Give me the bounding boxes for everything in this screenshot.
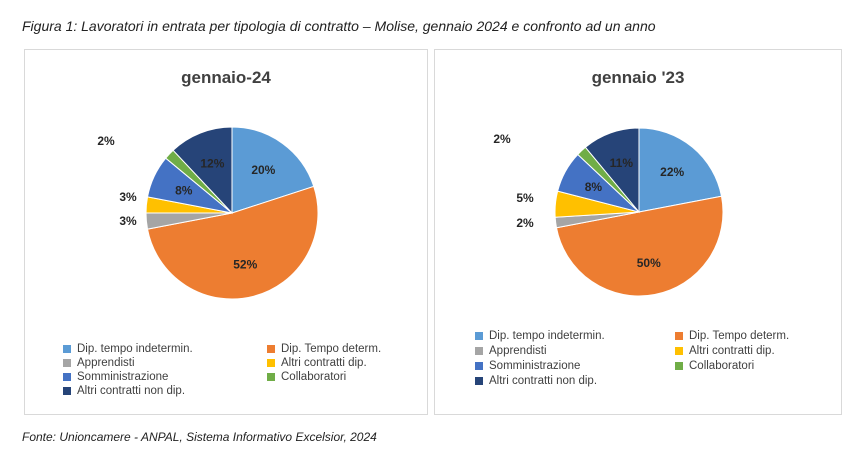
legend-swatch bbox=[267, 359, 275, 367]
slice-data-label: 2% bbox=[516, 216, 534, 230]
pie-slice bbox=[146, 185, 319, 300]
legend-label: Apprendisti bbox=[489, 345, 547, 357]
slice-data-label: 12% bbox=[200, 156, 224, 170]
legend-item: Somministrazione bbox=[475, 360, 663, 372]
slice-data-label: 5% bbox=[516, 191, 534, 205]
legend-swatch bbox=[63, 359, 71, 367]
chart-legend: Dip. tempo indetermin. Dip. Tempo determ.… bbox=[475, 330, 835, 387]
legend-label: Apprendisti bbox=[77, 357, 135, 369]
legend-item: Collaboratori bbox=[675, 360, 835, 372]
figure-caption: Figura 1: Lavoratori in entrata per tipo… bbox=[22, 18, 656, 34]
legend-item: Altri contratti dip. bbox=[267, 357, 427, 369]
legend-item: Somministrazione bbox=[63, 371, 255, 383]
legend-swatch bbox=[475, 377, 483, 385]
pie-slice bbox=[231, 126, 315, 214]
slice-data-label: 50% bbox=[637, 256, 661, 270]
legend-item: Dip. tempo indetermin. bbox=[63, 343, 255, 355]
pie-chart-panel-jan-2024: gennaio-24 20% 52% 3% 3% 8% 2% 12% Dip. tempo … bbox=[24, 49, 428, 415]
slice-data-label: 8% bbox=[585, 180, 603, 194]
chart-legend: Dip. tempo indetermin. Dip. Tempo determ.… bbox=[63, 343, 427, 397]
legend-label: Dip. tempo indetermin. bbox=[489, 330, 605, 342]
legend-label: Altri contratti dip. bbox=[281, 357, 367, 369]
legend-label: Dip. Tempo determ. bbox=[689, 330, 790, 342]
pie-slice bbox=[584, 127, 640, 214]
legend-swatch bbox=[267, 373, 275, 381]
slice-data-label: 22% bbox=[660, 165, 684, 179]
pie-slice bbox=[172, 126, 233, 215]
pie-chart-svg: 22% 50% 2% 5% 8% 2% 11% bbox=[493, 127, 724, 297]
legend-swatch bbox=[267, 345, 275, 353]
chart-title: gennaio-24 bbox=[181, 68, 271, 87]
legend-item: Apprendisti bbox=[63, 357, 255, 369]
slice-data-label: 2% bbox=[493, 132, 511, 146]
legend-swatch bbox=[63, 387, 71, 395]
legend-item: Apprendisti bbox=[475, 345, 663, 357]
legend-swatch bbox=[675, 332, 683, 340]
legend-swatch bbox=[63, 373, 71, 381]
legend-label: Collaboratori bbox=[281, 371, 347, 383]
slice-data-label: 52% bbox=[233, 258, 257, 272]
legend-item: Altri contratti non dip. bbox=[475, 375, 663, 387]
pie-chart-svg: 20% 52% 3% 3% 8% 2% 12% bbox=[97, 126, 319, 300]
legend-label: Collaboratori bbox=[689, 360, 755, 372]
legend-item: Altri contratti non dip. bbox=[63, 385, 255, 397]
legend-label: Altri contratti dip. bbox=[689, 345, 775, 357]
chart-title: gennaio '23 bbox=[591, 68, 685, 87]
source-note: Fonte: Unioncamere - ANPAL, Sistema Info… bbox=[22, 430, 377, 444]
slice-data-label: 3% bbox=[119, 214, 137, 228]
legend-label: Dip. Tempo determ. bbox=[281, 343, 382, 355]
legend-label: Altri contratti non dip. bbox=[77, 385, 186, 397]
legend-label: Altri contratti non dip. bbox=[489, 375, 598, 387]
slice-data-label: 11% bbox=[610, 156, 634, 170]
legend-item: Dip. tempo indetermin. bbox=[475, 330, 663, 342]
pie-slice bbox=[555, 195, 724, 297]
legend-label: Somministrazione bbox=[489, 360, 581, 372]
legend-label: Dip. tempo indetermin. bbox=[77, 343, 193, 355]
legend-item: Altri contratti dip. bbox=[675, 345, 835, 357]
slice-data-label: 8% bbox=[175, 183, 193, 197]
slice-data-label: 20% bbox=[251, 163, 275, 177]
legend-swatch bbox=[675, 347, 683, 355]
legend-item: Collaboratori bbox=[267, 371, 427, 383]
legend-item: Dip. Tempo determ. bbox=[675, 330, 835, 342]
slice-data-label: 2% bbox=[97, 134, 115, 148]
legend-swatch bbox=[475, 347, 483, 355]
legend-label: Somministrazione bbox=[77, 371, 169, 383]
pie-chart-panel-jan-2023: gennaio '23 22% 50% 2% 5% 8% 2% 11% Dip. tempo… bbox=[434, 49, 842, 415]
legend-item: Dip. Tempo determ. bbox=[267, 343, 427, 355]
legend-swatch bbox=[63, 345, 71, 353]
legend-swatch bbox=[475, 332, 483, 340]
legend-swatch bbox=[475, 362, 483, 370]
slice-data-label: 3% bbox=[119, 190, 137, 204]
legend-swatch bbox=[675, 362, 683, 370]
pie-slice bbox=[638, 127, 723, 213]
